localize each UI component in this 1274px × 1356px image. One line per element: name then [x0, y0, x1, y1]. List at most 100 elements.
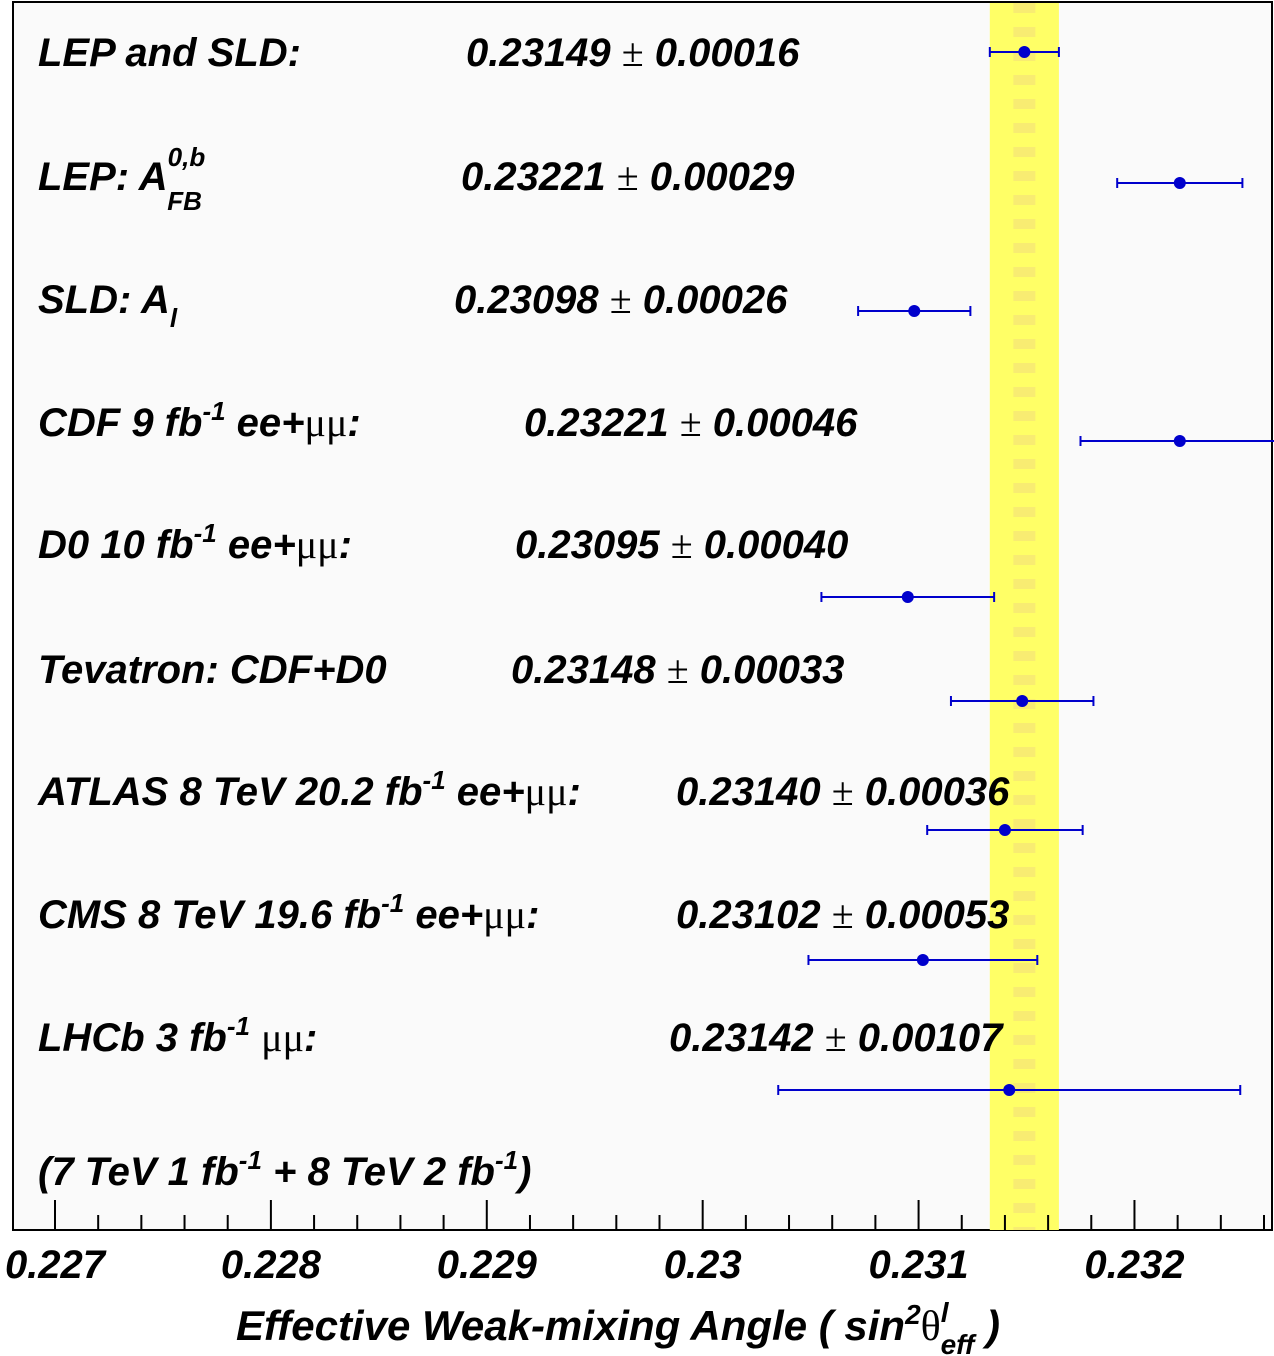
x-axis-title-text: Effective Weak-mixing Angle ( sin2θl eff … — [236, 1297, 1000, 1356]
data-point — [1173, 435, 1186, 447]
label-tail — [250, 1016, 261, 1060]
measurement-value: 0.23148 ± 0.00033 — [511, 647, 844, 692]
measurement-labels: LEP and SLD: 0.23149 ± 0.00016 LEP: A0,b FB… — [37, 30, 1010, 1060]
label-main: SLD: A — [38, 278, 170, 322]
plus-minus: ± — [610, 277, 632, 322]
label-end: : — [568, 770, 581, 814]
footnote-sup: -1 — [495, 1145, 518, 1175]
label-end: : — [347, 401, 360, 445]
footnote-part: + 8 TeV 2 fb — [262, 1150, 495, 1194]
title-theta: θ — [921, 1304, 941, 1350]
label-tail: ee+ — [226, 401, 305, 445]
value-text: 0.23102 — [676, 893, 832, 937]
label-main: D0 10 fb — [38, 523, 194, 567]
footnote-part: (7 TeV 1 fb — [38, 1150, 239, 1194]
measurements — [777, 46, 1274, 1096]
label-main: LEP: A — [38, 155, 168, 199]
value-text: 0.23098 — [454, 278, 610, 322]
data-point — [916, 954, 929, 966]
measurement-label: LHCb 3 fb-1 μμ: — [38, 1011, 317, 1060]
footnote: (7 TeV 1 fb-1 + 8 TeV 2 fb-1) — [38, 1145, 531, 1194]
x-tick-label: 0.228 — [221, 1243, 322, 1287]
label-main: CDF 9 fb — [38, 401, 202, 445]
band-rect — [989, 3, 1059, 1230]
measurement-value: 0.23142 ± 0.00107 — [669, 1015, 1004, 1060]
plus-minus: ± — [832, 769, 854, 814]
measurement-value: 0.23149 ± 0.00016 — [466, 30, 800, 75]
label-end: : — [339, 523, 352, 567]
measurement-label: LEP and SLD: — [38, 31, 301, 75]
label-end: : — [526, 893, 539, 937]
label-superscript: -1 — [194, 518, 217, 548]
label-superscript: -1 — [202, 396, 225, 426]
measurement-label: D0 10 fb-1 ee+μμ: — [38, 518, 352, 567]
label-superscript: -1 — [381, 888, 404, 918]
x-tick-label: 0.229 — [437, 1243, 538, 1287]
data-point — [908, 305, 921, 317]
label-tail: ee+ — [446, 770, 525, 814]
label-tail: ee+ — [404, 893, 483, 937]
value-text: 0.23140 — [676, 770, 832, 814]
label-main: Tevatron: CDF+D0 — [38, 648, 387, 692]
label-tail: ee+ — [217, 523, 296, 567]
label-subscript: l — [170, 303, 178, 333]
data-point — [1018, 46, 1031, 58]
error-text: 0.00046 — [702, 401, 858, 445]
measurement-value: 0.23095 ± 0.00040 — [515, 522, 848, 567]
error-text: 0.00053 — [854, 893, 1010, 937]
data-point — [901, 591, 914, 603]
label-mu: μμ — [305, 400, 348, 445]
measurement-value: 0.23221 ± 0.00029 — [461, 154, 795, 199]
data-point — [998, 824, 1011, 836]
value-text: 0.23149 — [466, 31, 622, 75]
x-axis: 0.227 0.228 0.229 0.23 0.231 0.232 — [5, 1200, 1265, 1287]
title-sup: 2 — [904, 1299, 921, 1330]
x-tick-label: 0.231 — [869, 1243, 969, 1287]
label-main: CMS 8 TeV 19.6 fb — [38, 893, 381, 937]
data-point — [1003, 1084, 1016, 1096]
plus-minus: ± — [617, 154, 639, 199]
measurement-label: CMS 8 TeV 19.6 fb-1 ee+μμ: — [38, 888, 539, 937]
measurement-label: LEP: A0,b FB — [38, 142, 205, 216]
label-superscript: 0,b — [168, 142, 206, 172]
label-main: LEP and SLD: — [38, 31, 301, 75]
label-main: LHCb 3 fb — [38, 1016, 227, 1060]
measurement-value: 0.23140 ± 0.00036 — [676, 769, 1010, 814]
title-close: ) — [974, 1302, 1000, 1349]
label-end: : — [304, 1016, 317, 1060]
value-text: 0.23148 — [511, 648, 667, 692]
measurement-label: Tevatron: CDF+D0 — [38, 648, 387, 692]
value-text: 0.23142 — [669, 1016, 825, 1060]
label-mu: μμ — [261, 1015, 304, 1060]
label-mu: μμ — [296, 522, 339, 567]
plus-minus: ± — [832, 892, 854, 937]
footnote-part: ) — [514, 1150, 531, 1194]
measurement-value: 0.23098 ± 0.00026 — [454, 277, 788, 322]
error-text: 0.00036 — [854, 770, 1010, 814]
measurement-value: 0.23221 ± 0.00046 — [524, 400, 858, 445]
plus-minus: ± — [667, 647, 689, 692]
plus-minus: ± — [622, 30, 644, 75]
plot-frame — [12, 1, 1273, 1231]
error-text: 0.00033 — [689, 648, 845, 692]
error-text: 0.00040 — [693, 523, 849, 567]
plus-minus: ± — [671, 522, 693, 567]
title-main: Effective Weak-mixing Angle ( sin — [236, 1302, 905, 1349]
footnote-text: (7 TeV 1 fb-1 + 8 TeV 2 fb-1) — [38, 1145, 531, 1194]
measurement-label: CDF 9 fb-1 ee+μμ: — [38, 396, 361, 445]
measurement-value: 0.23102 ± 0.00053 — [676, 892, 1009, 937]
measurement-label: ATLAS 8 TeV 20.2 fb-1 ee+μμ: — [37, 765, 581, 814]
measurement-label: SLD: Al — [38, 278, 178, 333]
data-point — [1173, 177, 1186, 189]
x-tick-label: 0.232 — [1084, 1243, 1184, 1287]
plus-minus: ± — [825, 1015, 847, 1060]
x-tick-label: 0.23 — [664, 1243, 742, 1287]
error-text: 0.00016 — [644, 31, 800, 75]
value-text: 0.23221 — [524, 401, 680, 445]
error-text: 0.00026 — [632, 278, 788, 322]
plus-minus: ± — [680, 400, 702, 445]
label-subscript: FB — [167, 186, 202, 216]
label-mu: μμ — [483, 892, 526, 937]
footnote-sup: -1 — [239, 1145, 262, 1175]
